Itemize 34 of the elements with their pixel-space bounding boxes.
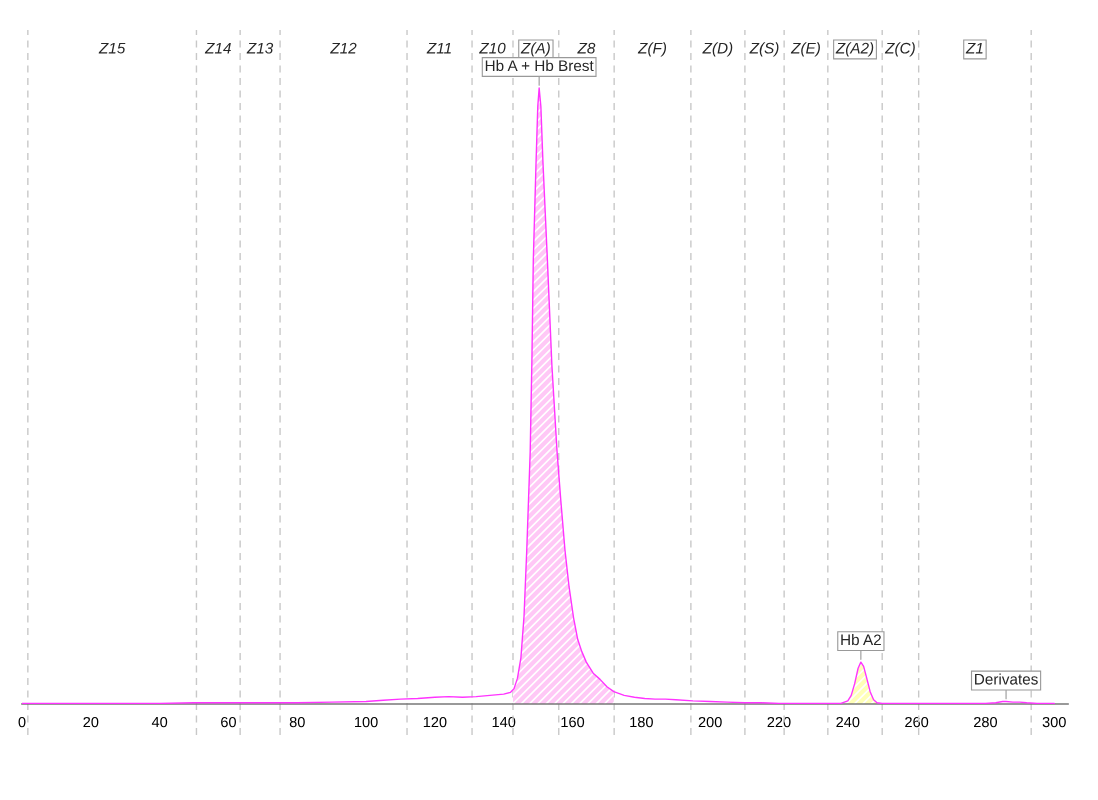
text: Z1 [965, 42, 983, 54]
annotation: Derivates [975, 673, 1038, 685]
text: Z13 [246, 42, 274, 54]
x-tick-label: 0 [18, 716, 26, 728]
text: Z(S) [749, 42, 779, 57]
x-tick-label: 300 [1042, 716, 1066, 728]
text: Z(C) [884, 42, 915, 57]
text: Z10 [479, 42, 506, 54]
text: Z(D) [702, 42, 733, 57]
text: Z15 [98, 42, 126, 54]
text: Z(E) [790, 42, 820, 57]
x-tick-label: 240 [836, 716, 860, 728]
x-tick-label: 40 [151, 716, 168, 728]
x-tick-label: 80 [289, 716, 305, 728]
annotation: Hb A2 [841, 633, 881, 646]
x-tick-label: 20 [83, 716, 99, 728]
x-tick-label: 100 [355, 716, 378, 728]
text: Z14 [204, 42, 231, 54]
text: Z(A2) [835, 42, 874, 57]
x-tick-label: 60 [221, 716, 236, 728]
text: Z11 [426, 42, 451, 54]
text: Z12 [330, 42, 357, 54]
x-tick-label: 140 [492, 716, 516, 728]
text: Z8 [577, 42, 596, 54]
text: Z(A) [520, 42, 550, 57]
x-tick-label: 280 [973, 716, 998, 728]
x-tick-label: 220 [767, 716, 791, 728]
x-tick-label: 260 [905, 716, 929, 728]
text: Z(F) [637, 42, 667, 57]
x-tick-label: 180 [630, 716, 653, 728]
x-tick-label: 200 [698, 716, 722, 728]
x-tick-label: 160 [561, 716, 585, 728]
x-tick-label: 120 [423, 716, 447, 728]
annotation: Hb A + Hb Brest [485, 59, 594, 72]
